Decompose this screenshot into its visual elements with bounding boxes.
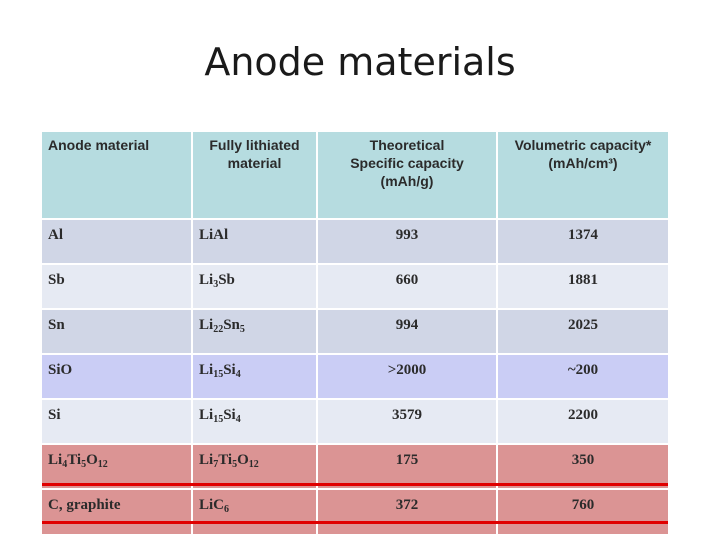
highlight-line-bottom — [42, 521, 668, 524]
cell-volumetric-capacity: 2200 — [497, 398, 668, 444]
table-row: Si Li15Si4 3579 2200 — [42, 398, 668, 444]
cell-volumetric-capacity: 1881 — [497, 263, 668, 309]
table-row: Al LiAl 993 1374 — [42, 218, 668, 264]
cell-volumetric-capacity: 350 — [497, 443, 668, 489]
table-row: SiO Li15Si4 >2000 ~200 — [42, 353, 668, 399]
cell-anode: Si — [42, 398, 193, 444]
cell-volumetric-capacity: 760 — [497, 488, 668, 534]
cell-lithiated: Li22Sn5 — [192, 308, 318, 354]
table-row: Li4Ti5O12 Li7Ti5O12 175 350 — [42, 443, 668, 489]
cell-specific-capacity: >2000 — [317, 353, 498, 399]
cell-volumetric-capacity: ~200 — [497, 353, 668, 399]
cell-volumetric-capacity: 2025 — [497, 308, 668, 354]
table-row: Sb Li3Sb 660 1881 — [42, 263, 668, 309]
cell-lithiated: LiAl — [192, 218, 318, 264]
cell-specific-capacity: 660 — [317, 263, 498, 309]
cell-anode: C, graphite — [42, 488, 193, 534]
cell-lithiated: Li7Ti5O12 — [192, 443, 318, 489]
anode-materials-table: Anode material Fully lithiated material … — [42, 132, 668, 534]
cell-specific-capacity: 994 — [317, 308, 498, 354]
cell-lithiated: Li15Si4 — [192, 353, 318, 399]
cell-anode: SiO — [42, 353, 193, 399]
header-fully-lithiated: Fully lithiated material — [192, 132, 318, 219]
table-header-row: Anode material Fully lithiated material … — [42, 132, 668, 219]
cell-anode: Al — [42, 218, 193, 264]
highlight-line-top — [42, 483, 668, 486]
cell-specific-capacity: 372 — [317, 488, 498, 534]
cell-lithiated: LiC6 — [192, 488, 318, 534]
slide-title: Anode materials — [204, 40, 516, 84]
table-row: Sn Li22Sn5 994 2025 — [42, 308, 668, 354]
cell-lithiated: Li3Sb — [192, 263, 318, 309]
header-specific-capacity: Theoretical Specific capacity (mAh/g) — [317, 132, 498, 219]
cell-anode: Li4Ti5O12 — [42, 443, 193, 489]
cell-volumetric-capacity: 1374 — [497, 218, 668, 264]
table-row: C, graphite LiC6 372 760 — [42, 488, 668, 534]
cell-specific-capacity: 175 — [317, 443, 498, 489]
cell-anode: Sn — [42, 308, 193, 354]
cell-anode: Sb — [42, 263, 193, 309]
cell-specific-capacity: 993 — [317, 218, 498, 264]
cell-lithiated: Li15Si4 — [192, 398, 318, 444]
header-anode-material: Anode material — [42, 132, 193, 219]
cell-specific-capacity: 3579 — [317, 398, 498, 444]
header-volumetric-capacity: Volumetric capacity* (mAh/cm³) — [497, 132, 668, 219]
